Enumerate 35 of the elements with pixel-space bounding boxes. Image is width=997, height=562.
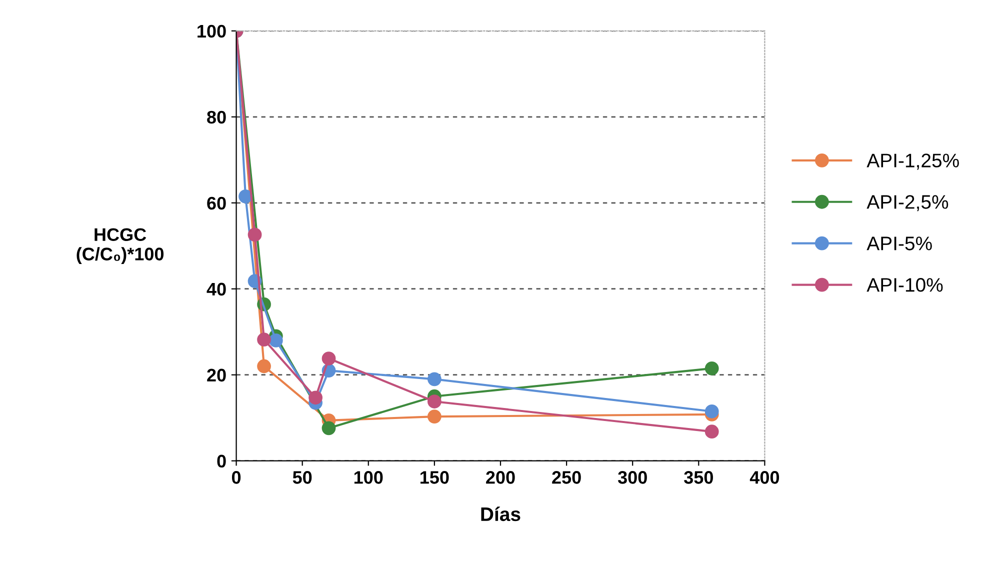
point [704,404,719,418]
point [238,189,252,204]
x-tick-label: 100 [354,471,383,484]
point [428,394,442,408]
point [428,410,442,424]
point [704,361,719,376]
x-tick-label: 350 [684,471,713,484]
y-tick-label: 20 [207,368,226,382]
x-tick-label: 400 [750,471,780,484]
point [428,372,442,386]
point [268,334,283,348]
y-tick-label: 40 [206,282,226,296]
point [308,390,322,405]
legend-label: API-1,25% [866,154,959,170]
legend-label: API-2,5% [866,195,948,212]
y-axis-title: HCGC (C/C₀)*100 [76,228,164,264]
y-tick-label: 100 [198,24,226,38]
x-tick-label: 150 [420,471,449,484]
x-tick-label: 200 [486,471,515,484]
point [248,228,262,242]
legend-label: API-10% [866,278,943,292]
y-tick-label: 0 [217,454,226,468]
legend-label: API-5% [866,236,932,250]
x-tick-label: 0 [232,471,241,484]
point [322,421,336,436]
y-tick-label: 80 [207,110,226,124]
x-tick-label: 250 [552,471,581,484]
x-axis-title: Días [481,506,520,522]
point [322,352,336,366]
point [257,332,271,347]
point [704,424,719,439]
x-tick-label: 300 [618,471,647,484]
y-tick-label: 60 [207,196,226,210]
x-tick-label: 50 [292,471,312,484]
point [257,359,271,374]
